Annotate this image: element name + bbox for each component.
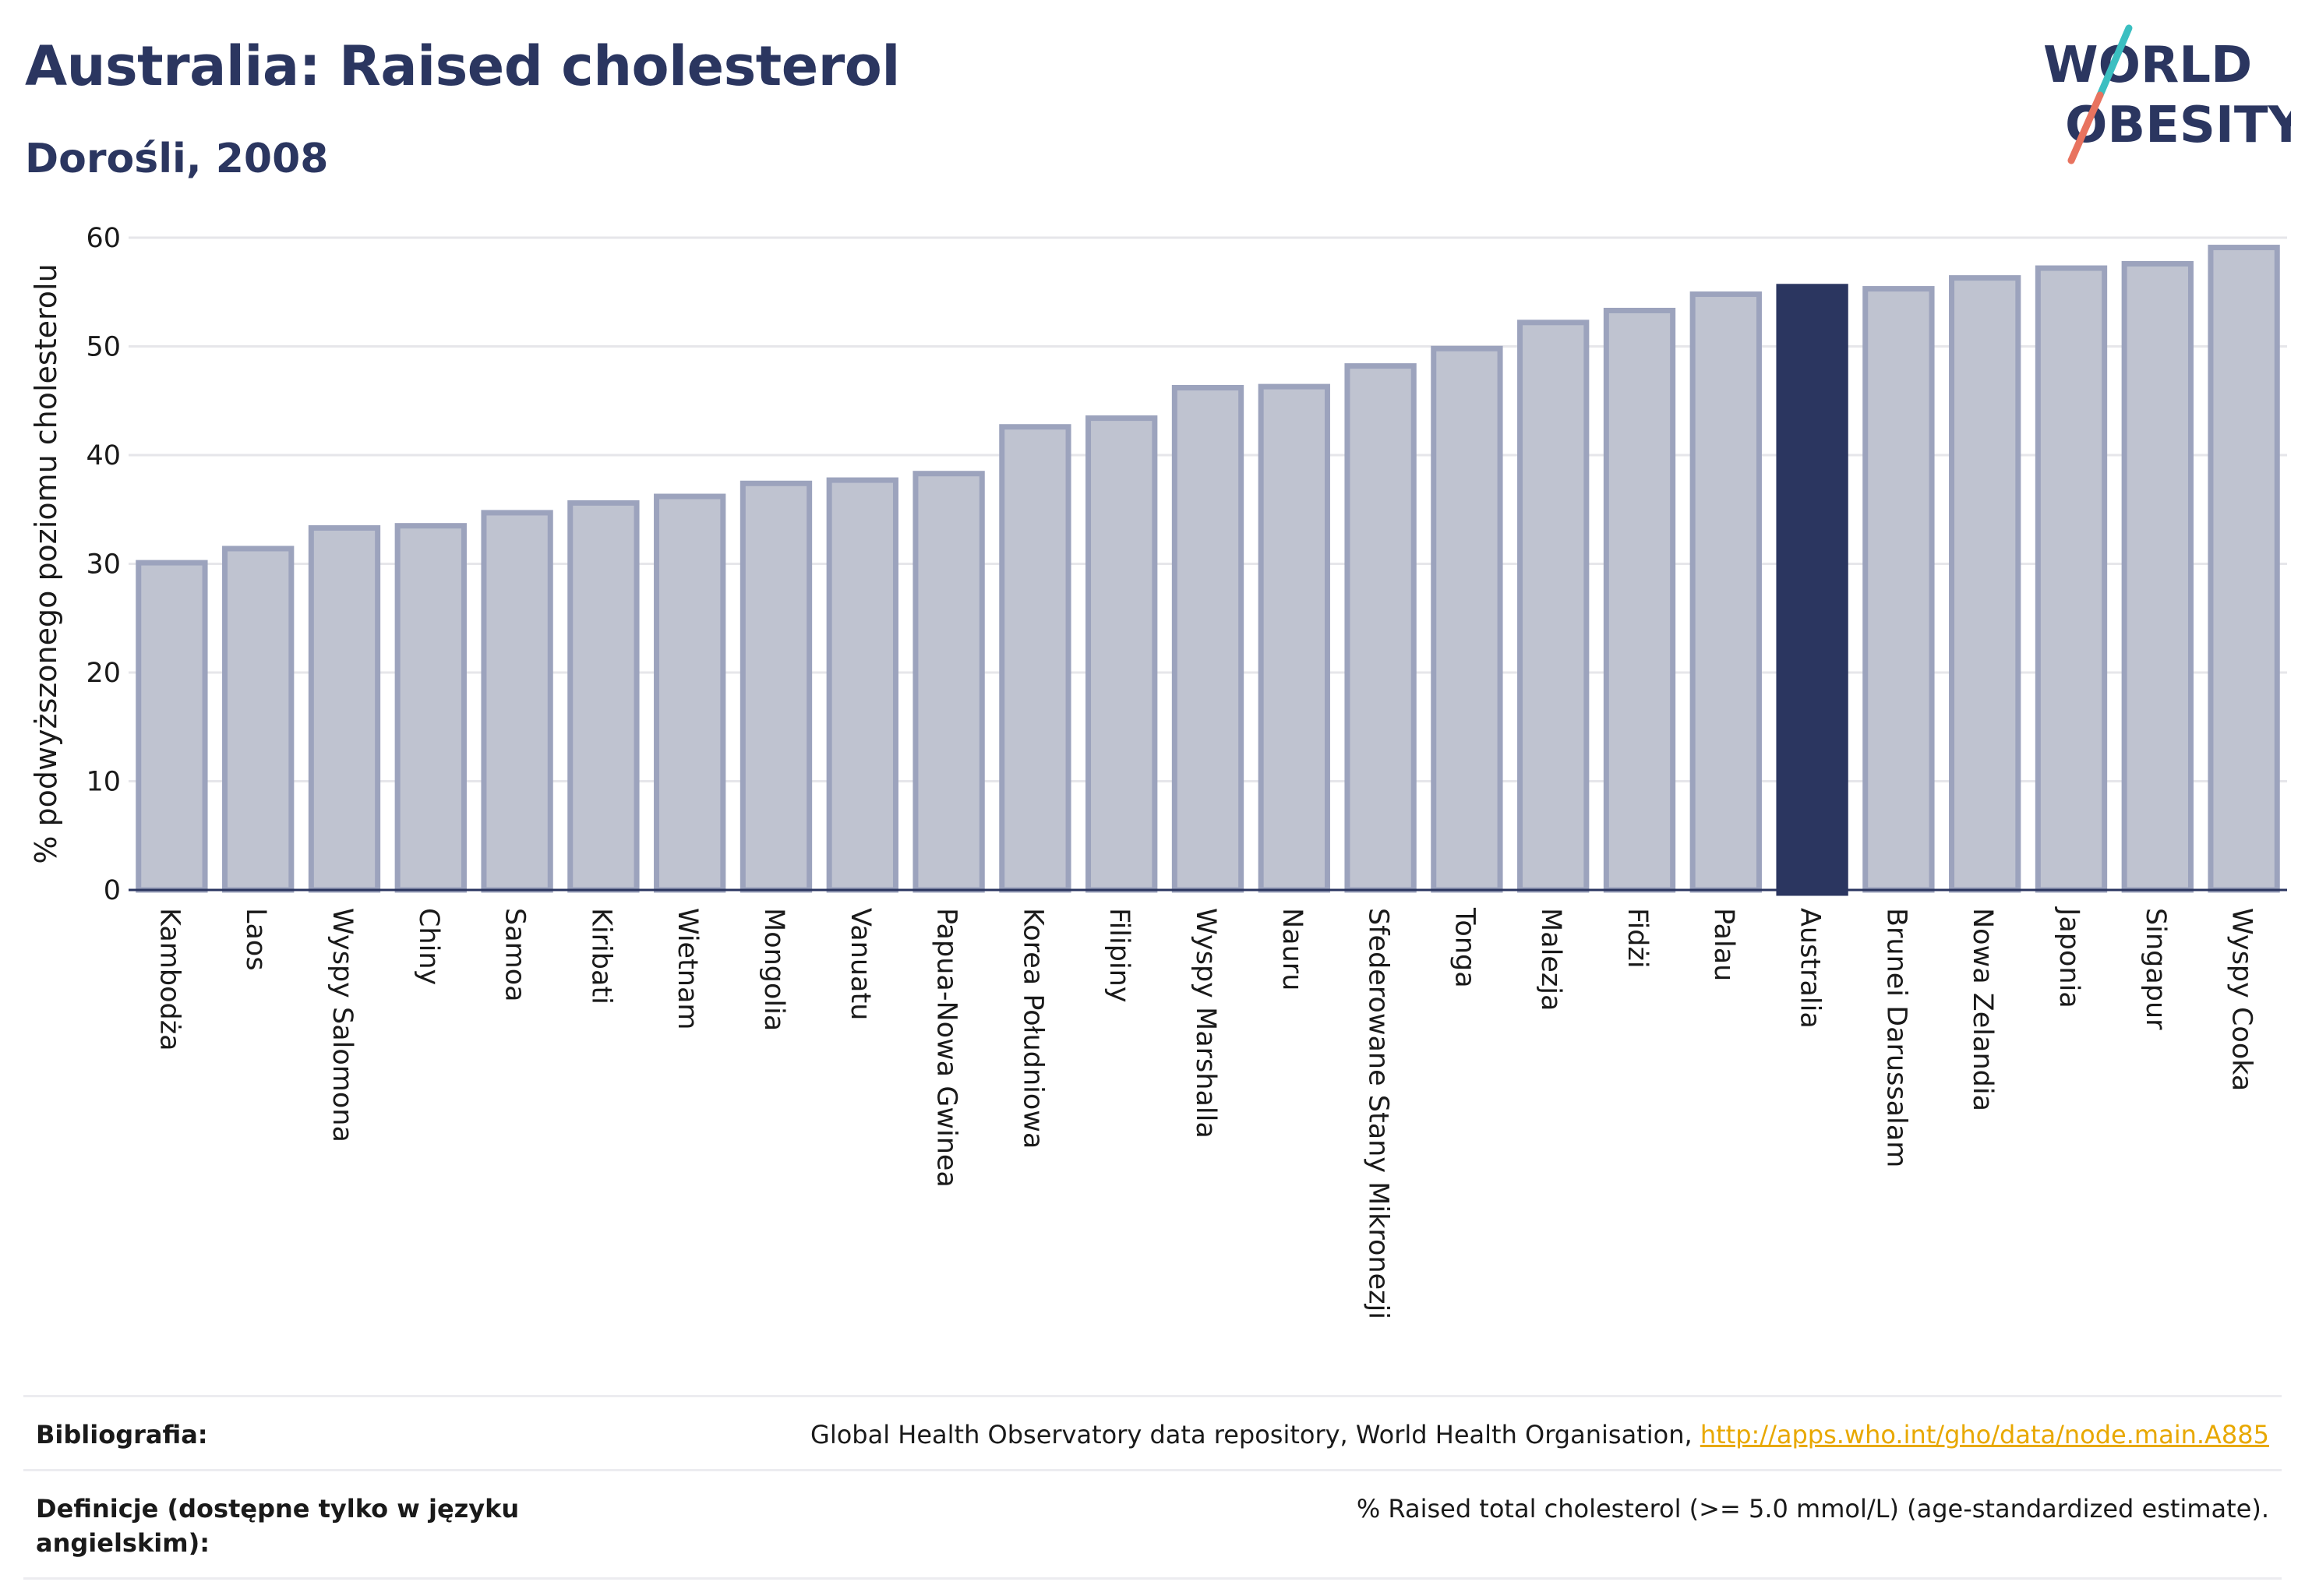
bar-japonia[interactable] [2035,265,2108,893]
y-tick-label: 0 [104,875,121,906]
x-tick-label: Brunei Darussalam [1880,908,1911,1167]
x-tick-label: Papua-Nowa Gwinea [931,908,962,1188]
x-tick-label: Vanuatu [845,908,876,1020]
bar-brunei-darussalam[interactable] [1862,286,1935,893]
bar-malezja[interactable] [1517,320,1590,893]
world-obesity-logo[interactable]: WORLD OBESITY [2026,23,2291,171]
bar-korea-południowa[interactable] [999,424,1071,893]
bar-wyspy-salomona[interactable] [308,524,381,893]
x-tick-label: Japonia [2053,906,2084,1008]
svg-text:OBESITY: OBESITY [2065,97,2291,154]
bar-nowa-zelandia[interactable] [1949,275,2021,893]
x-tick-label: Palau [1708,908,1739,981]
x-tick-label: Nowa Zelandia [1967,908,1998,1111]
x-tick-label: Malezja [1535,908,1566,1011]
x-tick-label: Sfederowane Stany Mikronezji [1363,908,1394,1319]
bar-fidżi[interactable] [1603,307,1676,893]
bar-chart: 0 10 20 30 40 50 60 Kambodża Laos Wyspy Salomona… [29,223,2287,1319]
y-tick-label: 40 [86,440,121,471]
bar-nauru[interactable] [1258,383,1330,893]
bar-wyspy-cooka[interactable] [2208,245,2280,893]
y-tick-label: 60 [86,223,121,254]
x-tick-label: Australia [1795,908,1826,1029]
x-tick-label: Singapur [2140,908,2171,1030]
definitions-row: Definicje (dostępne tylko w języku angie… [23,1469,2282,1580]
bar-australia[interactable] [1776,284,1848,896]
logo-coral-slash [2067,91,2104,164]
chart-subtitle: Dorośli, 2008 [25,136,329,182]
x-tick-label: Wyspy Cooka [2226,908,2257,1091]
bibliography-text: Global Health Observatory data repositor… [810,1420,1700,1449]
bars [136,245,2280,896]
x-axis-labels: Kambodża Laos Wyspy Salomona Chiny Samoa Kiri… [154,906,2257,1319]
y-axis-label: % podwyższonego poziomu cholesterolu [29,263,63,863]
x-tick-label: Laos [240,908,271,971]
x-tick-label: Chiny [413,908,444,985]
x-tick-label: Filipiny [1103,908,1135,1003]
x-tick-label: Samoa [499,908,531,1002]
x-tick-label: Korea Południowa [1017,908,1048,1149]
bar-sfederowane-stany-mikronezji[interactable] [1344,363,1417,893]
bar-tonga[interactable] [1431,345,1503,893]
y-axis-ticks: 0 10 20 30 40 50 60 [86,223,121,906]
bar-singapur[interactable] [2121,260,2194,893]
bar-palau[interactable] [1689,291,1762,893]
definitions-label: Definicje (dostępne tylko w języku angie… [36,1494,520,1558]
y-tick-label: 30 [86,549,121,581]
bar-laos[interactable] [222,546,295,893]
y-tick-label: 20 [86,658,121,689]
bibliography-link[interactable]: http://apps.who.int/gho/data/node.main.A… [1700,1420,2269,1449]
bar-papua-nowa-gwinea[interactable] [912,471,985,893]
x-tick-label: Nauru [1276,908,1308,990]
bibliography-row: Bibliografia: Global Health Observatory … [23,1395,2282,1469]
x-tick-label: Mongolia [758,908,789,1031]
bar-mongolia[interactable] [740,480,813,893]
bibliography-value: Global Health Observatory data repositor… [810,1418,2282,1452]
x-tick-label: Wietnam [672,908,703,1030]
chart-footer: Bibliografia: Global Health Observatory … [23,1395,2282,1580]
bar-wyspy-marshalla[interactable] [1171,385,1244,893]
definitions-value: % Raised total cholesterol (>= 5.0 mmol/… [1356,1494,2269,1524]
bar-filipiny[interactable] [1085,415,1158,893]
x-tick-label: Kiribati [585,908,616,1005]
bar-samoa[interactable] [481,510,553,893]
y-tick-label: 10 [86,767,121,798]
bibliography-label: Bibliografia: [36,1420,208,1449]
bar-vanuatu[interactable] [826,477,898,893]
svg-text:WORLD: WORLD [2043,37,2252,94]
bar-kambodża[interactable] [136,560,208,893]
x-tick-label: Kambodża [154,908,185,1051]
x-tick-label: Tonga [1449,907,1480,988]
bar-chiny[interactable] [394,523,467,893]
chart-title: Australia: Raised cholesterol [25,34,900,98]
x-tick-label: Fidżi [1622,908,1653,969]
y-tick-label: 50 [86,332,121,363]
x-tick-label: Wyspy Marshalla [1190,908,1221,1139]
bar-kiribati[interactable] [567,500,640,893]
bar-wietnam[interactable] [654,493,726,893]
logo-teal-slash [2096,24,2133,99]
x-tick-label: Wyspy Salomona [327,908,358,1142]
